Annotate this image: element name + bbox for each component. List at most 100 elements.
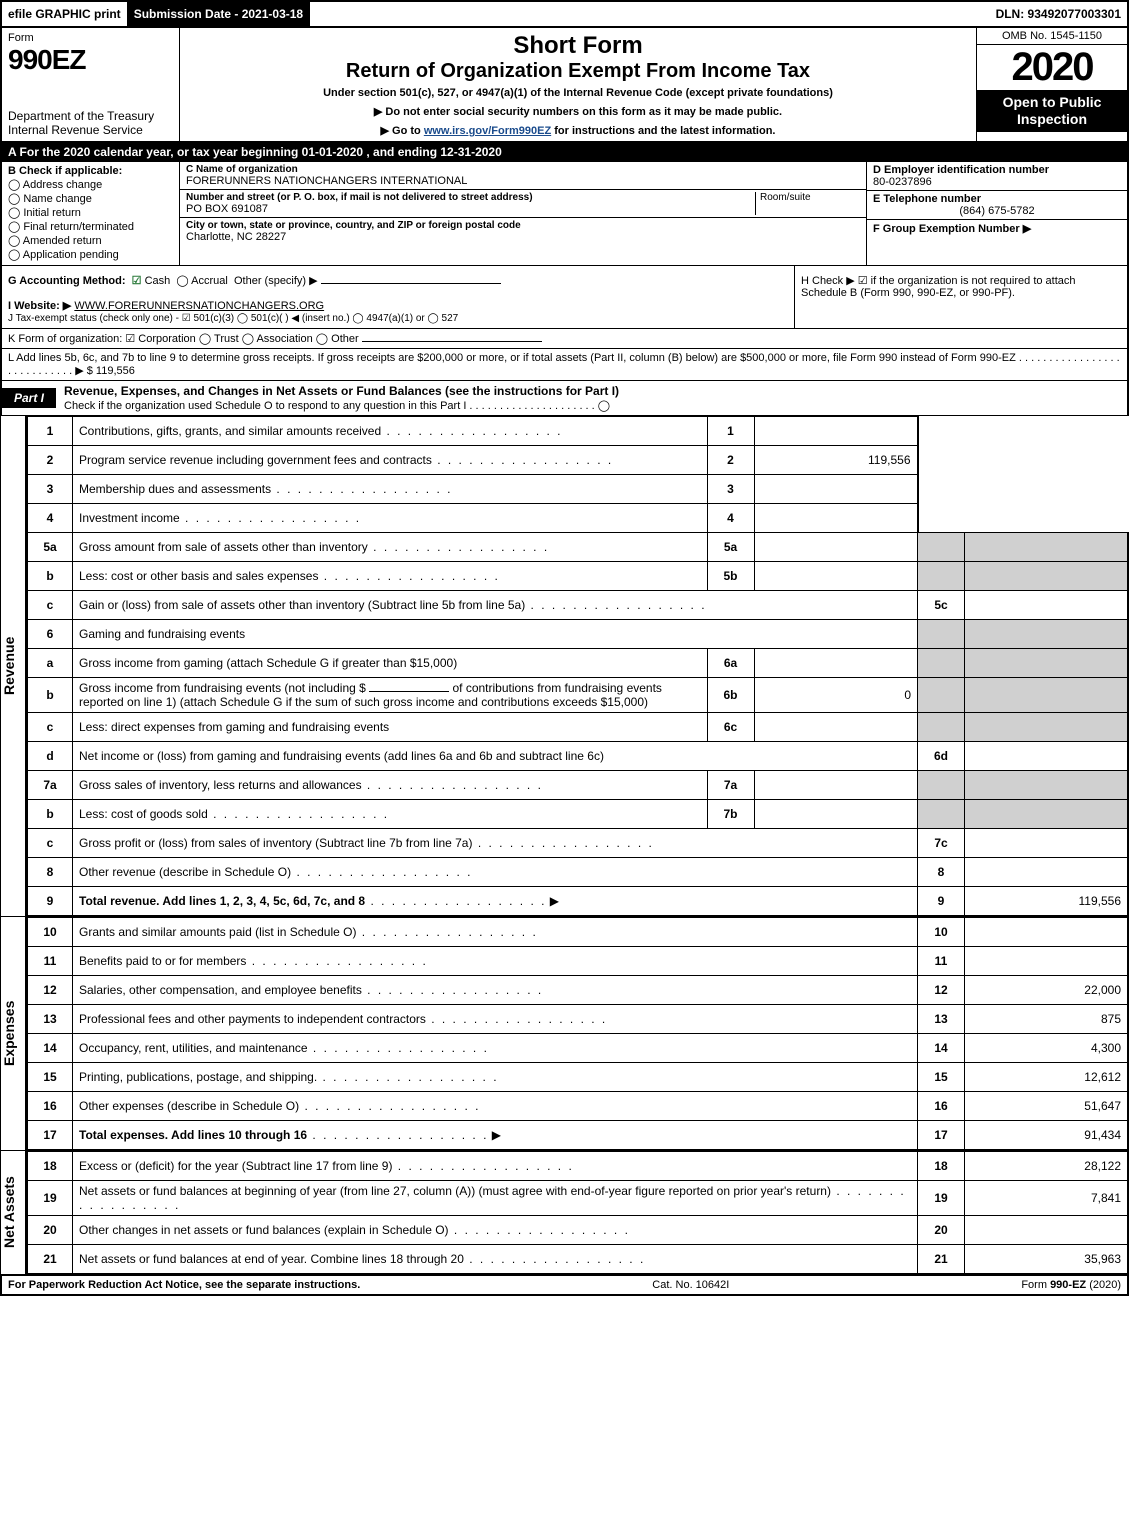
line6a-sub: [754, 649, 918, 678]
section-def: D Employer identification number 80-0237…: [866, 162, 1127, 265]
line10-desc: Grants and similar amounts paid (list in…: [73, 918, 918, 947]
line6c-desc: Less: direct expenses from gaming and fu…: [73, 713, 708, 742]
chk-amended-return[interactable]: ◯ Amended return: [8, 234, 173, 247]
revenue-label: Revenue: [0, 416, 27, 916]
e-label: E Telephone number: [873, 193, 981, 205]
line7b-sub: [754, 800, 918, 829]
revenue-table: 1Contributions, gifts, grants, and simil…: [27, 416, 1129, 916]
chk-address-change[interactable]: ◯ Address change: [8, 178, 173, 191]
omb-number: OMB No. 1545-1150: [977, 28, 1127, 45]
g-accrual[interactable]: Accrual: [191, 275, 228, 287]
tax-year: 2020: [977, 45, 1127, 90]
h-box: H Check ▶ ☑ if the organization is not r…: [794, 266, 1127, 328]
line14-desc: Occupancy, rent, utilities, and maintena…: [73, 1034, 918, 1063]
under-section: Under section 501(c), 527, or 4947(a)(1)…: [190, 87, 966, 99]
line-a-taxyear: A For the 2020 calendar year, or tax yea…: [0, 143, 1129, 162]
cash-checkbox[interactable]: ☑: [132, 275, 142, 287]
line5a-desc: Gross amount from sale of assets other t…: [79, 540, 549, 554]
org-street: PO BOX 691087: [186, 203, 755, 215]
line13-desc: Professional fees and other payments to …: [73, 1005, 918, 1034]
line7c-desc: Gross profit or (loss) from sales of inv…: [73, 829, 918, 858]
footer-left: For Paperwork Reduction Act Notice, see …: [8, 1279, 360, 1291]
line5a-sub: [754, 533, 918, 562]
phone-value: (864) 675-5782: [873, 205, 1121, 217]
line11-amt: [965, 947, 1129, 976]
org-city: Charlotte, NC 28227: [186, 231, 860, 243]
header-center: Short Form Return of Organization Exempt…: [180, 28, 976, 141]
line3-amt: [754, 475, 918, 504]
line21-amt: 35,963: [965, 1245, 1129, 1274]
revenue-block: Revenue 1Contributions, gifts, grants, a…: [0, 416, 1129, 917]
line9-amt: 119,556: [965, 887, 1129, 916]
footer-right: Form 990-EZ (2020): [1021, 1279, 1121, 1291]
line4-amt: [754, 504, 918, 533]
line20-amt: [965, 1216, 1129, 1245]
line5c-desc: Gain or (loss) from sale of assets other…: [73, 591, 918, 620]
open-to-public: Open to Public Inspection: [977, 90, 1127, 132]
dept-treasury: Department of the Treasury: [8, 109, 173, 123]
f-label: F Group Exemption Number ▶: [873, 223, 1031, 235]
no-ssn-warning: ▶ Do not enter social security numbers o…: [190, 105, 966, 118]
header-right: OMB No. 1545-1150 2020 Open to Public In…: [976, 28, 1127, 141]
line4-desc: Investment income: [73, 504, 708, 533]
goto-line: ▶ Go to www.irs.gov/Form990EZ for instru…: [190, 124, 966, 137]
line19-amt: 7,841: [965, 1181, 1129, 1216]
c-name-label: C Name of organization: [186, 164, 860, 175]
line14-amt: 4,300: [965, 1034, 1129, 1063]
g-label: G Accounting Method:: [8, 275, 126, 287]
line6b-desc: Gross income from fundraising events (no…: [73, 678, 708, 713]
part1-bar: Part I Revenue, Expenses, and Changes in…: [0, 381, 1129, 416]
dln: DLN: 93492077003301: [990, 2, 1127, 26]
line7c-amt: [965, 829, 1129, 858]
line6d-desc: Net income or (loss) from gaming and fun…: [73, 742, 918, 771]
part1-tag: Part I: [2, 388, 56, 408]
g-cash: Cash: [145, 275, 171, 287]
line17-desc: Total expenses. Add lines 10 through 16 …: [73, 1121, 918, 1150]
i-label: I Website: ▶: [8, 300, 71, 312]
line8-amt: [965, 858, 1129, 887]
j-line: J Tax-exempt status (check only one) - ☑…: [8, 313, 458, 324]
line5c-amt: [965, 591, 1129, 620]
expenses-table: 10Grants and similar amounts paid (list …: [27, 917, 1129, 1150]
return-title: Return of Organization Exempt From Incom…: [190, 60, 966, 83]
section-b: B Check if applicable: ◯ Address change …: [2, 162, 180, 265]
line6a-desc: Gross income from gaming (attach Schedul…: [73, 649, 708, 678]
expenses-block: Expenses 10Grants and similar amounts pa…: [0, 917, 1129, 1151]
c-city-label: City or town, state or province, country…: [186, 220, 860, 231]
d-label: D Employer identification number: [873, 164, 1049, 176]
k-line: K Form of organization: ☑ Corporation ◯ …: [0, 329, 1129, 349]
b-title: B Check if applicable:: [8, 165, 122, 177]
chk-initial-return[interactable]: ◯ Initial return: [8, 206, 173, 219]
line12-desc: Salaries, other compensation, and employ…: [73, 976, 918, 1005]
expenses-label: Expenses: [0, 917, 27, 1150]
line15-desc: Printing, publications, postage, and shi…: [73, 1063, 918, 1092]
chk-name-change[interactable]: ◯ Name change: [8, 192, 173, 205]
line15-amt: 12,612: [965, 1063, 1129, 1092]
section-c: C Name of organization FORERUNNERS NATIO…: [180, 162, 866, 265]
ein-value: 80-0237896: [873, 176, 932, 188]
line10-amt: [965, 918, 1129, 947]
website-value[interactable]: WWW.FORERUNNERSNATIONCHANGERS.ORG: [74, 300, 324, 312]
line20-desc: Other changes in net assets or fund bala…: [73, 1216, 918, 1245]
line8-desc: Other revenue (describe in Schedule O): [73, 858, 918, 887]
line17-amt: 91,434: [965, 1121, 1129, 1150]
g-other[interactable]: Other (specify) ▶: [234, 275, 318, 287]
line2-desc: Program service revenue including govern…: [73, 446, 708, 475]
line5b-sub: [754, 562, 918, 591]
org-name: FORERUNNERS NATIONCHANGERS INTERNATIONAL: [186, 175, 860, 187]
chk-application-pending[interactable]: ◯ Application pending: [8, 248, 173, 261]
efile-label[interactable]: efile GRAPHIC print: [2, 2, 128, 26]
line1-amt: [754, 417, 918, 446]
netassets-label: Net Assets: [0, 1151, 27, 1274]
submission-date: Submission Date - 2021-03-18: [128, 2, 310, 26]
line9-desc: Total revenue. Add lines 1, 2, 3, 4, 5c,…: [73, 887, 918, 916]
chk-final-return[interactable]: ◯ Final return/terminated: [8, 220, 173, 233]
netassets-block: Net Assets 18Excess or (deficit) for the…: [0, 1151, 1129, 1276]
line1-desc: Contributions, gifts, grants, and simila…: [73, 417, 708, 446]
row-gh: G Accounting Method: ☑ Cash ◯ Accrual Ot…: [0, 266, 1129, 329]
line7a-sub: [754, 771, 918, 800]
line6d-amt: [965, 742, 1129, 771]
irs-link[interactable]: www.irs.gov/Form990EZ: [424, 125, 551, 137]
entity-block: B Check if applicable: ◯ Address change …: [0, 162, 1129, 266]
part1-sub: Check if the organization used Schedule …: [64, 400, 610, 412]
